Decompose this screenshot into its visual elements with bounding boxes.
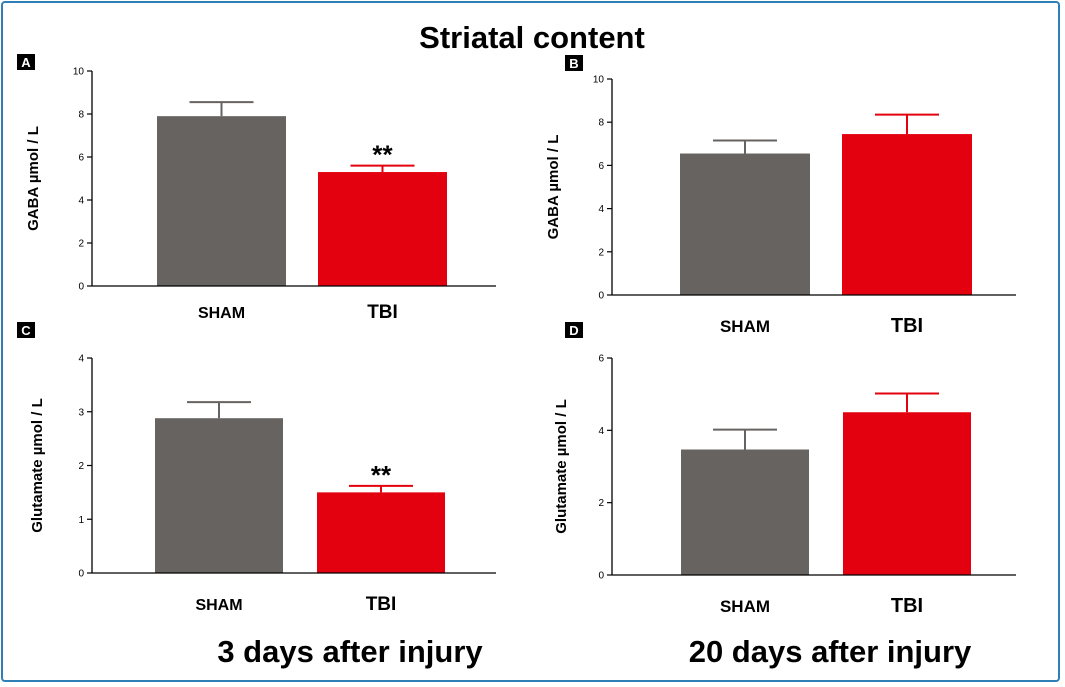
y-tick-label: 6 — [598, 354, 604, 365]
category-label-tbi: TBI — [367, 302, 398, 323]
panel-letter-badge — [17, 322, 35, 338]
category-label-tbi: TBI — [891, 595, 923, 617]
y-tick-label: 0 — [598, 291, 604, 302]
y-tick-label: 4 — [78, 196, 84, 207]
y-tick-label: 4 — [78, 354, 84, 365]
significance-label: ** — [372, 140, 393, 170]
y-tick-label: 2 — [78, 239, 84, 250]
y-tick-label: 2 — [598, 247, 604, 258]
bar-sham — [680, 153, 810, 295]
y-tick-label: 0 — [78, 282, 84, 293]
y-axis-label: GABA µmol / L — [25, 126, 42, 231]
y-axis-label: Glutamate µmol / L — [553, 399, 570, 534]
category-label-tbi: TBI — [891, 315, 923, 337]
bar-tbi — [317, 492, 445, 573]
y-axis-label: GABA µmol / L — [545, 135, 562, 240]
y-axis-label: Glutamate µmol / L — [29, 398, 46, 533]
y-tick-label: 6 — [78, 153, 84, 164]
category-label-tbi: TBI — [366, 594, 397, 615]
y-tick-label: 10 — [73, 67, 85, 78]
y-tick-label: 8 — [598, 118, 604, 129]
caption-3-days: 3 days after injury — [217, 634, 483, 669]
panel-letter: A — [21, 55, 31, 70]
y-tick-label: 10 — [593, 75, 605, 86]
category-label-sham: SHAM — [198, 305, 245, 322]
panel-letter: B — [569, 56, 578, 71]
chart-panel-d: D SHAM TBI 0 2 4 6 Glutamate µmol / L — [553, 322, 1016, 617]
chart-panel-b: B SHAM TBI 0 2 4 6 8 10 GABA µmol / L — [545, 55, 1016, 337]
y-tick-label: 6 — [598, 161, 604, 172]
y-tick-label: 4 — [598, 426, 604, 437]
category-label-sham: SHAM — [195, 597, 242, 614]
bar-sham — [155, 418, 283, 573]
panel-letter-badge — [17, 54, 35, 70]
y-tick-label: 1 — [78, 515, 84, 526]
bar-sham — [157, 116, 286, 287]
panel-letter: D — [569, 323, 578, 338]
category-label-sham: SHAM — [720, 317, 770, 336]
y-tick-label: 8 — [78, 110, 84, 121]
panel-letter-badge — [565, 322, 583, 338]
caption-20-days: 20 days after injury — [689, 634, 972, 669]
category-label-sham: SHAM — [720, 597, 770, 616]
y-tick-label: 2 — [598, 498, 604, 509]
panel-letter-badge — [565, 55, 583, 71]
bar-tbi — [842, 134, 972, 295]
y-tick-label: 2 — [78, 461, 84, 472]
panel-letter: C — [21, 323, 31, 338]
bar-tbi — [843, 412, 971, 575]
y-tick-label: 0 — [598, 571, 604, 582]
chart-panel-c: C SHAM ** TBI 0 1 2 3 4 Glutamate µmol / L — [17, 322, 496, 615]
y-tick-label: 0 — [78, 569, 84, 580]
bar-tbi — [318, 172, 447, 286]
bar-sham — [681, 449, 809, 575]
y-tick-label: 4 — [598, 204, 604, 215]
significance-label: ** — [371, 460, 392, 490]
figure-title: Striatal content — [419, 20, 645, 55]
y-tick-label: 3 — [78, 407, 84, 418]
chart-panel-a: A SHAM ** TBI 0 2 4 6 8 10 GABA µmol / L — [17, 54, 496, 323]
